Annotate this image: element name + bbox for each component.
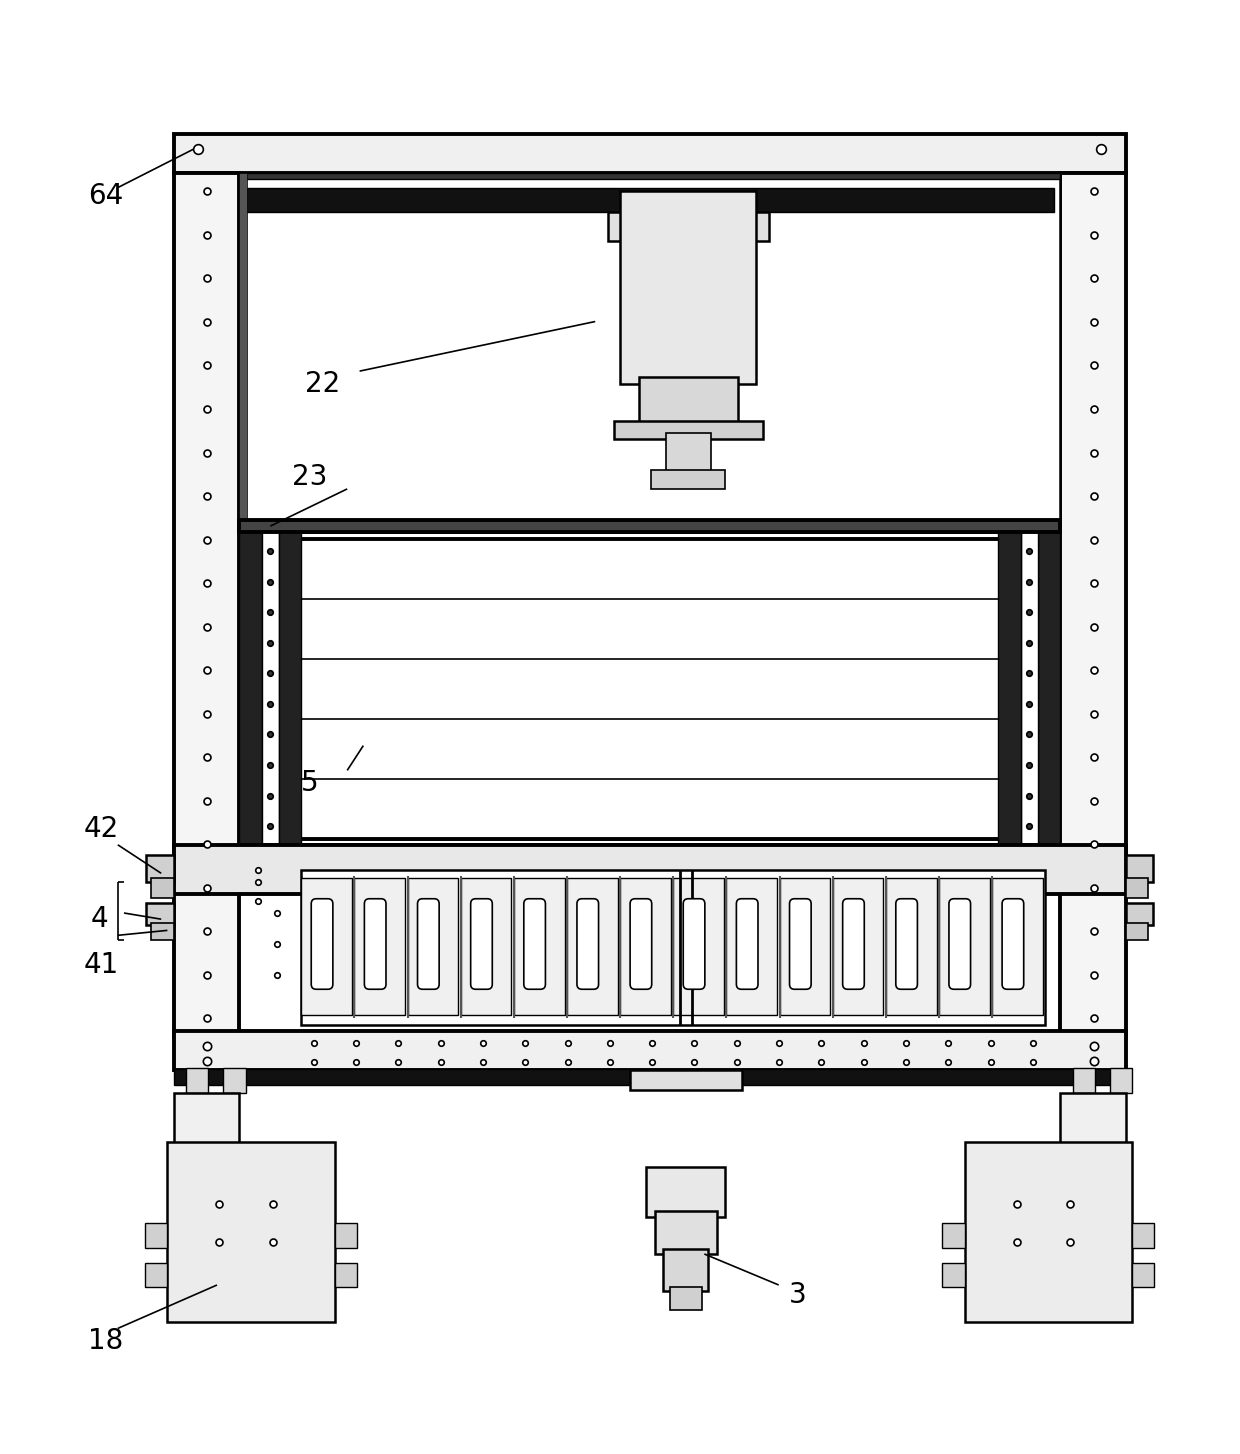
FancyBboxPatch shape [790,899,811,989]
FancyBboxPatch shape [523,899,546,989]
Text: 41: 41 [84,951,119,979]
Bar [780,878,831,1015]
Bar [942,1223,965,1248]
Bar [1060,1093,1126,1297]
Bar [461,878,511,1015]
Bar [673,878,724,1015]
Bar [651,470,725,489]
Bar [146,903,174,925]
FancyBboxPatch shape [365,899,386,989]
Bar [885,878,936,1015]
FancyBboxPatch shape [577,899,599,989]
Bar [151,878,174,899]
Bar [174,845,1126,894]
Bar [1110,1069,1132,1093]
Bar [620,878,671,1015]
Bar [666,433,711,477]
Bar [639,378,738,427]
Bar [608,212,769,241]
FancyBboxPatch shape [471,899,492,989]
Bar [246,188,1054,212]
Bar [998,532,1021,845]
FancyBboxPatch shape [311,899,332,989]
Bar [239,173,247,532]
Bar [355,878,405,1015]
Bar [223,1069,246,1093]
Bar [408,878,459,1015]
FancyBboxPatch shape [895,899,918,989]
Text: 18: 18 [88,1328,123,1355]
FancyBboxPatch shape [1002,899,1024,989]
Bar [145,1262,167,1287]
Bar [174,134,1126,173]
FancyBboxPatch shape [630,899,652,989]
Text: 64: 64 [88,182,123,211]
Bar [655,1211,717,1253]
FancyBboxPatch shape [737,899,758,989]
Bar [239,521,1060,532]
Bar [174,1031,1126,1070]
Bar [146,855,174,883]
Bar [1126,903,1153,925]
Bar [1132,1223,1154,1248]
Bar [1132,1262,1154,1287]
Text: 3: 3 [789,1281,806,1309]
Bar [1126,855,1153,883]
Bar [279,532,301,845]
Bar [727,878,777,1015]
Text: 4: 4 [91,906,108,933]
Bar [1038,532,1060,845]
Bar [1073,1069,1095,1093]
Bar [145,1223,167,1248]
Bar [939,878,990,1015]
Bar [239,173,1060,532]
Bar [1126,923,1148,941]
Bar [174,1093,239,1297]
Bar [670,1287,702,1310]
Bar [965,1143,1132,1322]
Bar [630,1070,742,1090]
Bar [663,1249,708,1291]
Bar [174,1069,1126,1085]
FancyBboxPatch shape [418,899,439,989]
Bar [262,532,279,845]
Bar [942,1262,965,1287]
Bar [1126,878,1148,899]
FancyBboxPatch shape [843,899,864,989]
Bar [167,1143,335,1322]
Bar [151,923,174,941]
Bar [646,1168,725,1217]
Bar [620,192,756,384]
Bar [239,173,1060,179]
Bar [186,1069,208,1093]
Bar [992,878,1043,1015]
FancyBboxPatch shape [949,899,971,989]
Bar [833,878,883,1015]
Bar [301,878,352,1015]
Bar [1021,532,1038,845]
Text: 42: 42 [84,814,119,843]
Text: 23: 23 [293,462,327,490]
Bar [335,1262,357,1287]
Bar [301,538,998,839]
Text: 22: 22 [305,369,340,397]
Bar [239,845,1060,855]
Bar [301,869,1045,1025]
Bar [335,1223,357,1248]
Bar [513,878,564,1015]
Bar [174,173,239,1037]
Bar [1060,173,1126,1037]
Bar [239,532,262,845]
FancyBboxPatch shape [683,899,704,989]
Text: 5: 5 [301,769,319,797]
Bar [567,878,618,1015]
Bar [614,420,763,439]
